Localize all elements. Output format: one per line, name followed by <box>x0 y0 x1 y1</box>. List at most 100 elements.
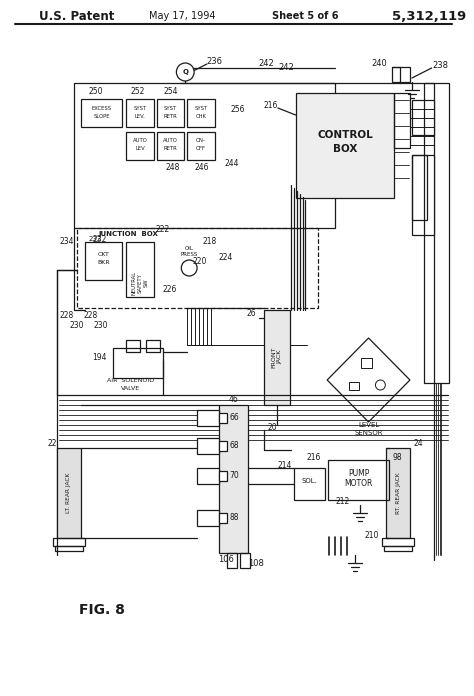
Bar <box>57 448 81 538</box>
Text: PUMP: PUMP <box>348 470 369 479</box>
Bar <box>146 340 160 352</box>
Bar <box>424 83 449 383</box>
Bar <box>386 448 410 538</box>
Text: 224: 224 <box>219 253 233 262</box>
Text: VALVE: VALVE <box>120 386 140 390</box>
Text: JUNCTION  BOX: JUNCTION BOX <box>99 231 158 237</box>
Text: 250: 250 <box>89 86 103 95</box>
Text: 212: 212 <box>336 498 350 507</box>
Bar <box>126 99 154 127</box>
Text: FRONT
JACK: FRONT JACK <box>272 346 283 367</box>
Text: 22: 22 <box>48 439 57 448</box>
Text: FIG. 8: FIG. 8 <box>79 603 125 617</box>
Text: 256: 256 <box>230 104 245 113</box>
Text: 214: 214 <box>277 461 292 470</box>
Text: 218: 218 <box>202 237 216 246</box>
Text: 242: 242 <box>258 59 274 68</box>
Text: 88: 88 <box>230 514 239 523</box>
Text: 246: 246 <box>195 162 209 171</box>
Text: 210: 210 <box>365 530 379 539</box>
Text: OFF: OFF <box>196 145 206 150</box>
Text: SYST: SYST <box>133 106 146 111</box>
Text: SYST: SYST <box>194 106 208 111</box>
Text: 236: 236 <box>207 56 223 65</box>
Text: 108: 108 <box>248 558 264 567</box>
Bar <box>412 100 434 135</box>
Bar <box>157 132 184 160</box>
Text: 194: 194 <box>92 354 107 363</box>
Text: 226: 226 <box>162 285 177 294</box>
Text: 254: 254 <box>163 86 178 95</box>
Bar <box>296 93 394 198</box>
Text: LEV.: LEV. <box>135 113 146 118</box>
Bar <box>53 538 85 546</box>
Text: 106: 106 <box>218 555 234 564</box>
Bar <box>383 538 414 546</box>
Bar <box>240 553 250 568</box>
Bar <box>328 460 389 500</box>
Text: U.S. Patent: U.S. Patent <box>39 10 115 22</box>
Text: 244: 244 <box>225 159 239 168</box>
Text: 26: 26 <box>246 310 256 319</box>
Bar <box>219 405 248 553</box>
Text: 98: 98 <box>392 452 402 461</box>
Circle shape <box>176 63 194 81</box>
Text: 5,312,119: 5,312,119 <box>392 10 466 22</box>
Bar <box>187 132 215 160</box>
Text: OIL: OIL <box>185 246 194 251</box>
Text: 216: 216 <box>307 452 321 461</box>
Text: 232: 232 <box>92 235 107 244</box>
Bar <box>126 340 140 352</box>
Bar <box>126 132 154 160</box>
Bar <box>113 348 163 378</box>
Bar <box>219 471 227 481</box>
Text: NEUTRAL
SAFETY
SW: NEUTRAL SAFETY SW <box>132 271 148 295</box>
Bar <box>74 83 335 228</box>
Text: 216: 216 <box>264 100 278 109</box>
Bar <box>227 553 237 568</box>
Bar <box>392 67 410 82</box>
Text: 68: 68 <box>230 441 239 450</box>
Bar <box>219 413 227 423</box>
Text: 232: 232 <box>89 236 102 242</box>
Text: Q: Q <box>182 69 188 75</box>
Text: 234: 234 <box>59 237 74 246</box>
Bar <box>349 382 359 390</box>
Bar <box>361 358 373 368</box>
Text: RT. REAR JACK: RT. REAR JACK <box>396 472 401 514</box>
Text: 230: 230 <box>94 320 108 329</box>
Text: PRESS: PRESS <box>181 253 198 258</box>
Bar <box>412 155 427 220</box>
Text: 248: 248 <box>165 162 180 171</box>
Text: May 17, 1994: May 17, 1994 <box>149 11 216 21</box>
Text: RETR: RETR <box>164 113 177 118</box>
Bar <box>219 513 227 523</box>
Text: CHK: CHK <box>196 113 207 118</box>
Bar <box>384 546 412 551</box>
Text: SLOPE: SLOPE <box>93 113 110 118</box>
Bar <box>197 410 219 426</box>
Bar <box>197 510 219 526</box>
Text: 66: 66 <box>230 413 239 422</box>
Text: 46: 46 <box>228 395 238 404</box>
Text: 230: 230 <box>69 320 84 329</box>
Text: 228: 228 <box>84 312 98 320</box>
Text: 238: 238 <box>432 61 448 70</box>
Bar <box>157 99 184 127</box>
Text: AIR  SOLENOID: AIR SOLENOID <box>107 377 154 383</box>
Text: 240: 240 <box>372 59 387 68</box>
Text: CKT: CKT <box>98 253 109 258</box>
Text: 20: 20 <box>267 423 277 432</box>
Bar <box>77 228 319 308</box>
Bar <box>219 441 227 451</box>
Text: BOX: BOX <box>333 144 357 154</box>
Text: BKR: BKR <box>97 260 110 265</box>
Bar <box>197 438 219 454</box>
Text: ON-: ON- <box>196 139 206 143</box>
Text: Sheet 5 of 6: Sheet 5 of 6 <box>272 11 339 21</box>
Text: SOL.: SOL. <box>301 478 318 484</box>
Text: AUTO: AUTO <box>133 139 147 143</box>
Bar <box>197 468 219 484</box>
Bar <box>85 242 122 280</box>
Bar <box>126 242 154 297</box>
